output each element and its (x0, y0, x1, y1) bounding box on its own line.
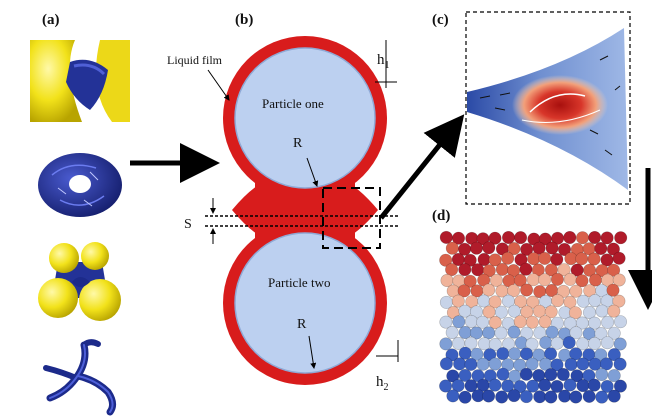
radius-label-top: R (293, 136, 303, 151)
panel-label-b: (b) (235, 12, 253, 28)
toroidal-bridge-image (38, 153, 122, 217)
radius-arrow-bottom (308, 335, 317, 369)
particle-packing-image (439, 230, 628, 404)
arrow-b-to-c (379, 114, 465, 220)
radius-arrow-top (306, 157, 319, 187)
flow-field-image (467, 28, 628, 190)
h2-label: h2 (376, 374, 389, 393)
panel-label-d: (d) (432, 208, 450, 224)
network-structure-image (43, 339, 117, 416)
particle-one-label: Particle one (262, 96, 324, 111)
bridge-two-spheres-image (30, 40, 130, 122)
zoom-box (322, 187, 381, 249)
radius-label-bottom: R (297, 317, 307, 332)
panel-label-c: (c) (432, 12, 449, 28)
gap-label: S (184, 217, 192, 232)
panel-label-a: (a) (42, 12, 60, 28)
particle-one (234, 47, 376, 189)
tetrahedral-cluster-image (38, 242, 121, 321)
particle-two (234, 232, 376, 374)
h1-label: h1 (377, 52, 390, 71)
liquid-film-label: Liquid film (167, 53, 223, 67)
particle-two-label: Particle two (268, 275, 330, 290)
liquid-film-pointer (207, 69, 230, 101)
